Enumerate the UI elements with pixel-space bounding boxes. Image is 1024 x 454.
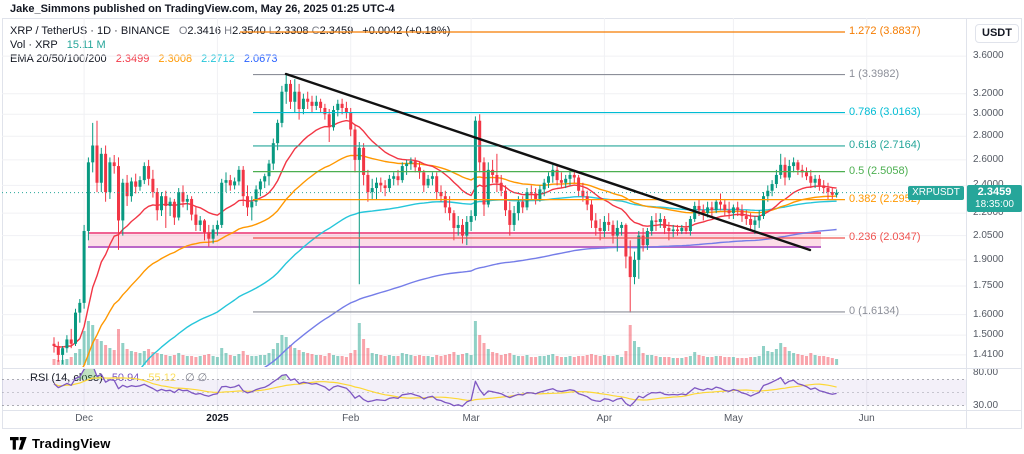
price-axis-label: 2.2000 xyxy=(973,207,1004,219)
tradingview-logo-text: TradingView xyxy=(32,436,111,451)
time-axis-label: Feb xyxy=(342,413,360,424)
volume-label: Vol · XRP xyxy=(10,39,58,51)
rsi-ma-value: 55.12 xyxy=(148,372,176,384)
last-price-value: 2.3459 xyxy=(977,186,1012,198)
rsi-axis-label: 30.00 xyxy=(973,399,999,411)
high-label: H xyxy=(224,25,233,37)
last-price-badge: 2.3459 18:35:00 xyxy=(967,185,1022,212)
low-label: L xyxy=(268,25,275,37)
close-value: 2.3459 xyxy=(319,25,354,37)
price-axis-label: 3.0000 xyxy=(973,108,1004,120)
price-axis-label: 3.6000 xyxy=(973,50,1004,62)
attribution-text: Jake_Simmons published on TradingView.co… xyxy=(10,3,395,15)
volume-value: 15.11 M xyxy=(66,39,106,51)
time-axis-label: Mar xyxy=(462,413,480,424)
descending-trendline[interactable] xyxy=(284,72,812,252)
fib-retracement-lines[interactable] xyxy=(240,31,845,313)
volume-legend[interactable]: Vol · XRP 15.11 M xyxy=(10,39,106,51)
time-axis-label: 2025 xyxy=(206,413,229,424)
tradingview-logo-icon xyxy=(10,437,27,450)
currency-toggle-button[interactable]: USDT xyxy=(975,24,1019,43)
price-axis-label: 1.9000 xyxy=(973,253,1004,265)
fib-level-label: 0.786 (3.0163) xyxy=(849,105,921,118)
time-axis-separator xyxy=(2,410,1022,411)
footer: TradingView xyxy=(10,436,111,451)
hidden-indicator-icons[interactable]: ∅ ∅ xyxy=(185,372,208,384)
high-value: 2.3540 xyxy=(232,25,266,37)
fib-level-label: 0.236 (2.0347) xyxy=(849,231,921,243)
price-axis-label: 3.2000 xyxy=(973,87,1004,99)
fib-level-label: 0.5 (2.5058) xyxy=(849,164,909,177)
time-axis-label: Jun xyxy=(858,413,875,424)
price-axis-label: 1.7500 xyxy=(973,280,1004,292)
symbol-legend[interactable]: XRP / TetherUS · 1D · BINANCE O2.3416 H2… xyxy=(10,25,450,37)
price-axis-label: 2.8000 xyxy=(973,130,1004,142)
last-price-symbol-tag: XRPUSDT xyxy=(908,186,964,200)
price-axis-label: 1.4100 xyxy=(973,348,1004,360)
rsi-axis-label: 80.00 xyxy=(973,367,999,378)
time-axis-label: Dec xyxy=(75,413,93,424)
time-axis-label: Apr xyxy=(596,413,613,424)
price-axis-label: 2.6000 xyxy=(973,153,1004,165)
open-value: 2.3416 xyxy=(187,25,222,37)
price-axis-separator xyxy=(966,18,967,429)
change-value: +0.0042 (+0.18%) xyxy=(362,25,451,37)
symbol-title: XRP / TetherUS · 1D · BINANCE xyxy=(10,25,170,37)
volume-series xyxy=(52,321,839,365)
close-label: C xyxy=(311,25,320,37)
rsi-pane xyxy=(2,369,966,407)
price-axis-label: 2.0500 xyxy=(973,229,1004,241)
fib-level-label: 0.382 (2.2952) xyxy=(849,192,921,205)
open-label: O xyxy=(178,25,188,37)
fib-level-label: 1 (3.3982) xyxy=(849,67,900,80)
price-axis-label: 2.4000 xyxy=(973,179,1004,190)
price-axis-label: 1.5000 xyxy=(973,329,1004,341)
chart-card xyxy=(2,18,1022,429)
fib-level-label: 0 (1.6134) xyxy=(849,304,900,317)
last-price-time: 18:35:00 xyxy=(975,199,1014,210)
price-axis-label: 1.6000 xyxy=(973,308,1004,320)
pane-separator[interactable] xyxy=(2,368,1022,369)
time-axis-label: May xyxy=(723,413,743,424)
fib-level-label: 1.272 (3.8837) xyxy=(849,24,921,37)
parallel-channel-drawing[interactable] xyxy=(88,232,821,248)
low-value: 2.3308 xyxy=(274,25,309,37)
fib-level-label: 0.618 (2.7164) xyxy=(849,138,921,151)
